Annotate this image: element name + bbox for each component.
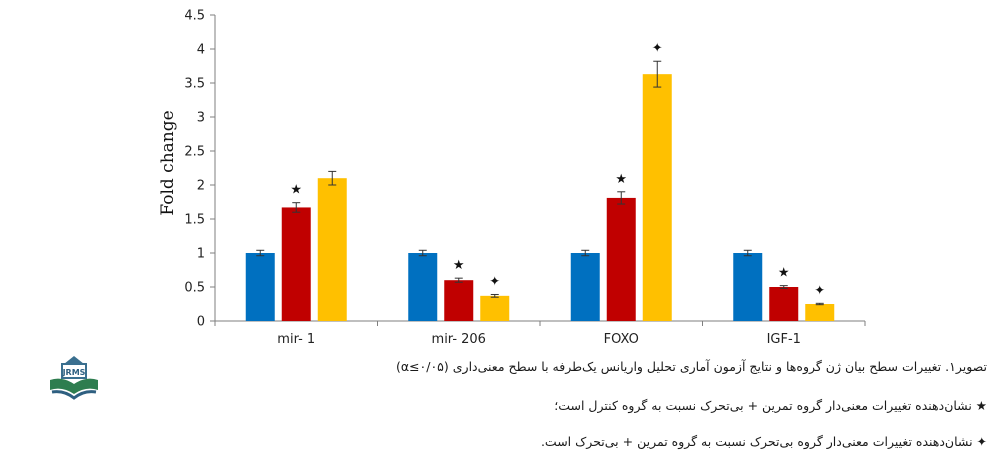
error-bar [256,249,265,257]
significance-markers: ★ ★ ✦ ★ ✦ ★ ✦ [290,41,825,298]
error-bar [815,302,824,306]
y-tick-label: 0 [197,315,205,330]
y-ticks: 0 0.5 1 1.5 2 2.5 3 3.5 4 4.5 [184,9,215,330]
y-tick-label: 1 [197,247,205,262]
y-tick-label: 1.5 [184,213,205,228]
category-label: IGF-1 [767,332,801,345]
error-bar [490,293,499,298]
category-label: FOXO [604,332,639,345]
significance-marker: ★ [453,258,465,273]
bar [317,178,347,321]
axes [214,15,866,326]
bar [733,253,763,321]
significance-marker: ✦ [652,41,663,56]
significance-marker: ★ [615,172,627,187]
error-bar [779,285,788,289]
y-axis-label: Fold change [158,110,178,215]
error-bar [617,191,626,205]
bars [245,74,835,321]
category-labels: mir- 1 mir- 206 FOXO IGF-1 [277,332,801,345]
y-tick-label: 0.5 [184,281,205,296]
error-bar [653,60,662,88]
bar [570,253,600,321]
y-tick-label: 2 [197,179,205,194]
category-label: mir- 206 [432,332,486,345]
significance-marker: ✦ [814,283,825,298]
error-bar [454,277,463,283]
figure-caption: تصویر۱. تغییرات سطح بیان ژن گروه‌ها و نت… [395,359,987,374]
y-tick-label: 3 [197,111,205,126]
bar [281,207,311,321]
error-bar [418,249,427,257]
significance-marker: ★ [778,266,790,281]
bar [642,74,672,321]
category-label: mir- 1 [277,332,315,345]
bar [606,197,636,321]
error-bars [256,60,824,306]
bar [769,287,799,321]
error-bar [581,249,590,257]
y-tick-label: 4.5 [184,9,205,24]
bar-chart: Fold change 0 0.5 1 1.5 2 2.5 3 3.5 4 4.5 ★ ★ ✦ ★ ✦ ★ ✦… [158,9,866,345]
error-bar [743,249,752,257]
journal-logo-icon: JRMS [50,356,98,400]
logo-text: JRMS [62,368,86,377]
significance-marker: ✦ [489,274,500,289]
bar [805,304,835,321]
y-tick-label: 2.5 [184,145,205,160]
y-tick-label: 4 [197,43,205,58]
caption-note-star: ★ نشان‌دهنده تغییرات معنی‌دار گروه تمرین… [554,398,987,413]
significance-marker: ★ [290,183,302,198]
bar [245,253,275,321]
bar [444,280,474,321]
y-tick-label: 3.5 [184,77,205,92]
bar [408,253,438,321]
error-bar [292,202,301,213]
error-bar [328,170,337,186]
bar [480,295,510,321]
caption-note-plus: ✦ نشان‌دهنده تغییرات معنی‌دار گروه بی‌تح… [540,434,987,449]
